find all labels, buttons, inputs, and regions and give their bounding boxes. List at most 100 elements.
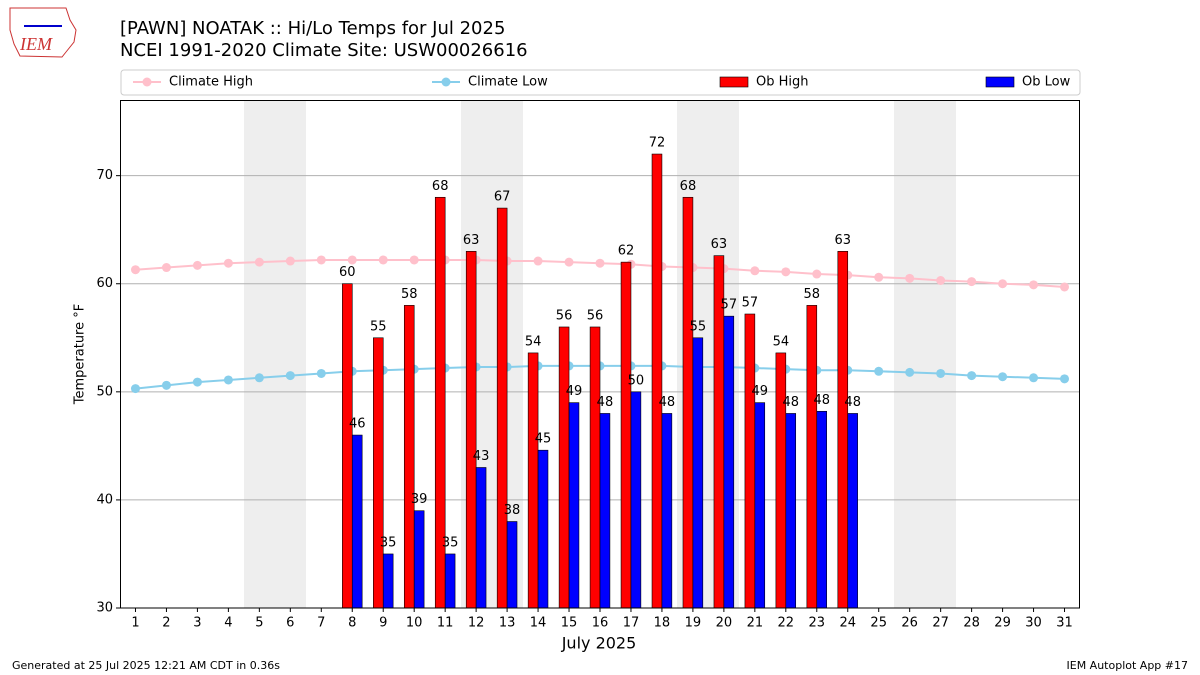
bar: [506, 521, 518, 609]
legend-label: Climate High: [169, 75, 253, 90]
bar: [558, 326, 570, 609]
data-label: 48: [782, 395, 799, 410]
x-tick-label: 25: [870, 616, 887, 631]
point: [254, 373, 264, 383]
bar: [692, 337, 704, 609]
bar: [475, 467, 487, 609]
data-label: 72: [649, 136, 666, 151]
bar: [744, 313, 756, 609]
data-label: 35: [442, 535, 459, 550]
point: [285, 371, 295, 381]
data-label: 58: [804, 287, 821, 302]
point: [378, 255, 388, 265]
x-tick-label: 8: [348, 616, 356, 631]
point: [1029, 280, 1039, 290]
data-label: 63: [711, 237, 728, 252]
point: [316, 368, 326, 378]
bar: [847, 413, 858, 609]
point: [967, 371, 977, 381]
bar: [496, 207, 508, 609]
point: [223, 258, 233, 268]
x-tick-label: 23: [809, 616, 826, 631]
logo: IEM: [9, 7, 77, 58]
y-tick-label: 50: [96, 384, 113, 399]
x-tick-label: 17: [623, 616, 640, 631]
x-tick-label: 3: [193, 616, 201, 631]
data-label: 57: [721, 298, 738, 313]
bar: [413, 510, 425, 609]
x-tick-label: 12: [468, 616, 485, 631]
x-tick-label: 24: [839, 616, 856, 631]
x-tick-label: 16: [592, 616, 609, 631]
bar: [403, 305, 415, 609]
x-tick-label: 9: [379, 616, 387, 631]
x-tick-label: 11: [437, 616, 454, 631]
x-tick-label: 30: [1025, 616, 1042, 631]
y-tick-label: 60: [96, 276, 113, 291]
point: [1060, 374, 1070, 384]
legend-label: Ob Low: [1022, 75, 1071, 90]
bar: [754, 402, 766, 609]
x-tick-label: 27: [932, 616, 949, 631]
bar: [651, 153, 663, 609]
point: [905, 273, 915, 283]
x-tick-label: 29: [994, 616, 1011, 631]
bar: [568, 402, 580, 609]
data-label: 56: [556, 308, 573, 323]
point: [998, 372, 1008, 382]
data-label: 38: [504, 503, 521, 518]
data-label: 57: [742, 296, 759, 311]
data-label: 55: [370, 319, 387, 334]
point: [316, 255, 326, 265]
legend-swatch: [142, 77, 152, 87]
bar: [723, 315, 735, 609]
x-tick-label: 15: [561, 616, 578, 631]
data-label: 58: [401, 287, 418, 302]
data-label: 63: [463, 233, 480, 248]
point: [192, 377, 202, 387]
x-tick-label: 19: [685, 616, 702, 631]
point: [130, 384, 140, 394]
data-label: 54: [773, 334, 790, 349]
x-tick-label: 22: [778, 616, 795, 631]
point: [874, 272, 884, 282]
point: [285, 256, 295, 266]
point: [564, 257, 574, 267]
data-label: 46: [349, 417, 366, 432]
logo-text: IEM: [19, 34, 53, 54]
point: [254, 257, 264, 267]
data-label: 68: [432, 179, 449, 194]
bar: [620, 261, 632, 609]
footer-left: Generated at 25 Jul 2025 12:21 AM CDT in…: [12, 659, 280, 672]
legend-swatch: [719, 76, 749, 88]
bar: [775, 352, 787, 609]
point: [130, 265, 140, 275]
x-tick-label: 10: [406, 616, 423, 631]
y-tick-label: 70: [96, 168, 113, 183]
data-label: 56: [587, 308, 604, 323]
point: [409, 255, 419, 265]
chart-subtitle: NCEI 1991-2020 Climate Site: USW00026616: [120, 40, 528, 61]
bar: [527, 352, 539, 609]
data-label: 43: [473, 449, 490, 464]
bar: [465, 251, 477, 609]
bar: [382, 553, 394, 609]
bar: [342, 283, 353, 609]
point: [812, 269, 822, 279]
point: [967, 277, 977, 287]
point: [1060, 282, 1070, 292]
x-tick-label: 20: [716, 616, 733, 631]
bar: [589, 326, 601, 609]
x-tick-label: 2: [162, 616, 170, 631]
data-label: 39: [411, 492, 428, 507]
bar: [351, 434, 363, 609]
point: [223, 375, 233, 385]
y-tick-label: 40: [96, 492, 113, 507]
bar: [682, 196, 694, 609]
data-label: 48: [844, 395, 861, 410]
legend: [120, 69, 1081, 96]
x-tick-label: 5: [255, 616, 263, 631]
point: [874, 366, 884, 376]
point: [533, 256, 543, 266]
x-axis-label: July 2025: [561, 634, 637, 653]
